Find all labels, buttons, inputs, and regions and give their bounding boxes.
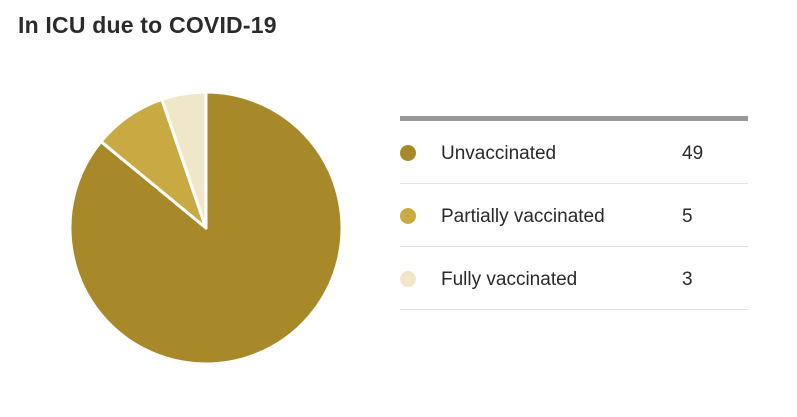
- legend-label: Partially vaccinated: [441, 206, 605, 227]
- legend-label: Unvaccinated: [441, 143, 557, 164]
- legend-value: 5: [682, 206, 693, 227]
- chart-title: In ICU due to COVID-19: [18, 12, 277, 38]
- legend-swatch: [400, 208, 416, 224]
- legend-value: 3: [682, 269, 693, 290]
- legend-item: Partially vaccinated 5: [400, 184, 748, 247]
- legend: Unvaccinated 49 Partially vaccinated 5 F…: [400, 116, 748, 310]
- pie-slice-fully-vaccinated: [160, 90, 208, 230]
- legend-label: Fully vaccinated: [441, 269, 578, 290]
- legend-value: 49: [682, 143, 704, 164]
- legend-swatch: [400, 271, 416, 287]
- legend-item: Fully vaccinated 3: [400, 247, 748, 310]
- pie-chart: [68, 90, 344, 366]
- legend-swatch: [400, 145, 416, 161]
- legend-item: Unvaccinated 49: [400, 121, 748, 184]
